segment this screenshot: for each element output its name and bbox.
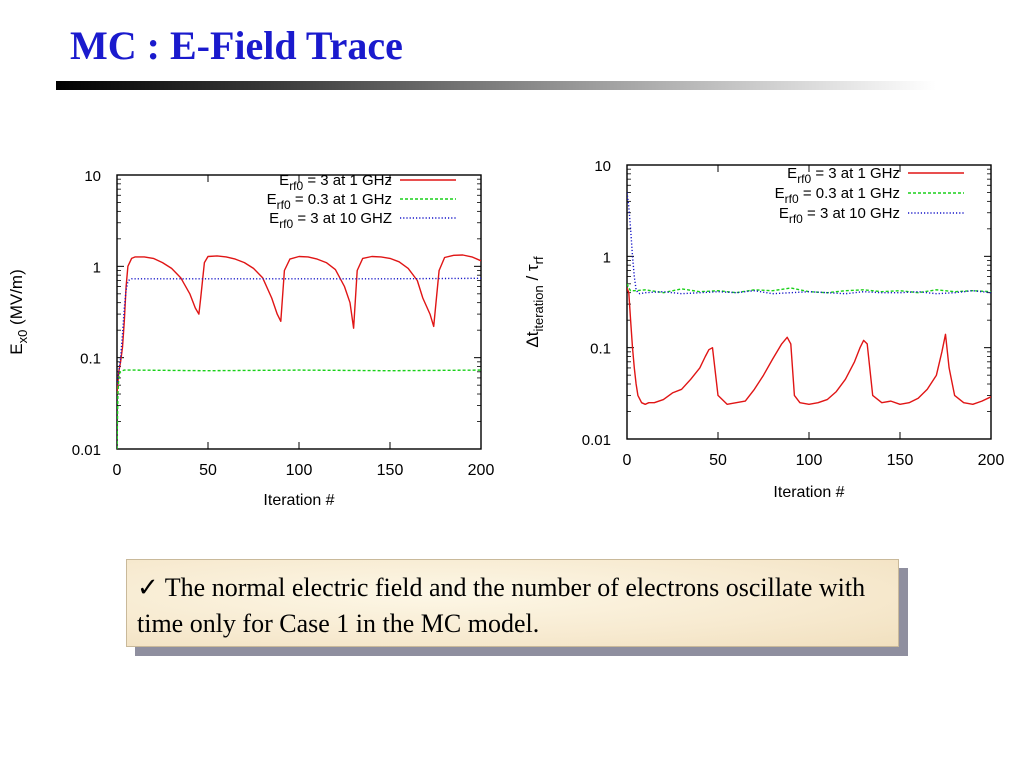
- legend-label-rest: = 3 at 10 GHz: [803, 205, 900, 222]
- y-axis-label-main: E: [7, 343, 26, 354]
- legend-label-2: Erf0 = 0.3 at 1 GHz: [775, 185, 900, 206]
- y-tick-label: 10: [594, 158, 611, 175]
- y-tick-label: 0.01: [72, 442, 101, 459]
- legend-label-rest: = 3 at 1 GHz: [811, 165, 900, 182]
- legend-label-main: E: [775, 185, 785, 202]
- x-tick-label: 50: [709, 452, 727, 469]
- legend-label-main: E: [787, 165, 797, 182]
- y-axis-label-rest: / τ: [523, 264, 542, 285]
- x-tick-label: 150: [377, 462, 404, 479]
- legend-label-rest: = 0.3 at 1 GHz: [799, 185, 900, 202]
- y-tick-label: 0.1: [80, 351, 101, 368]
- x-tick-label: 100: [796, 452, 823, 469]
- x-tick-label: 0: [113, 462, 122, 479]
- x-tick-label: 150: [887, 452, 914, 469]
- legend-label-main: E: [279, 172, 289, 189]
- y-axis-label: Ex0 (MV/m): [7, 269, 30, 355]
- legend-label-1: Erf0 = 3 at 1 GHz: [787, 165, 900, 186]
- legend-label-rest: = 3 at 10 GHZ: [293, 210, 392, 227]
- legend-label-1: Erf0 = 3 at 1 GHz: [279, 172, 392, 193]
- y-axis-label-main: Δt: [523, 331, 542, 347]
- legend-label-main: E: [267, 191, 277, 208]
- legend-label-sub: rf0: [785, 192, 799, 206]
- legend-label-rest: = 0.3 at 1 GHz: [291, 191, 392, 208]
- y-axis-label-sub2: rf: [531, 256, 546, 264]
- series-line-1: [627, 287, 991, 405]
- checkmark-icon: ✓: [137, 573, 159, 602]
- legend-label-main: E: [269, 210, 279, 227]
- x-tick-label: 0: [623, 452, 632, 469]
- y-tick-label: 0.01: [582, 432, 611, 449]
- y-tick-label: 1: [93, 259, 101, 276]
- series-line-3: [627, 192, 991, 295]
- note-text: The normal electric field and the number…: [137, 573, 866, 638]
- legend-label-2: Erf0 = 0.3 at 1 GHz: [267, 191, 392, 212]
- legend-label-3: Erf0 = 3 at 10 GHz: [779, 205, 900, 226]
- slide-title: MC : E-Field Trace: [70, 23, 403, 68]
- legend-label-3: Erf0 = 3 at 10 GHZ: [269, 210, 392, 231]
- y-tick-label: 10: [84, 168, 101, 185]
- legend-label-sub: rf0: [797, 172, 811, 186]
- y-axis-label: Δtiteration / τrf: [523, 256, 546, 348]
- x-tick-label: 100: [286, 462, 313, 479]
- series-line-2: [627, 283, 991, 294]
- legend-label-main: E: [779, 205, 789, 222]
- legend-label-rest: = 3 at 1 GHz: [303, 172, 392, 189]
- note-box: ✓ The normal electric field and the numbe…: [126, 559, 899, 647]
- x-tick-label: 50: [199, 462, 217, 479]
- x-tick-label: 200: [468, 462, 495, 479]
- y-tick-label: 1: [603, 249, 611, 266]
- title-underline-bar: [56, 81, 936, 90]
- y-tick-label: 0.1: [590, 341, 611, 358]
- x-axis-label: Iteration #: [263, 492, 334, 509]
- y-axis-label-rest: (MV/m): [7, 269, 26, 329]
- series-line-3: [117, 277, 481, 386]
- x-axis-label: Iteration #: [773, 484, 844, 501]
- legend-label-sub: rf0: [789, 212, 803, 226]
- x-tick-label: 200: [978, 452, 1005, 469]
- y-axis-label-sub: x0: [15, 330, 30, 344]
- legend-label-sub: rf0: [277, 198, 291, 212]
- legend-label-sub: rf0: [289, 179, 303, 193]
- series-line-2: [117, 369, 481, 449]
- legend-label-sub: rf0: [279, 217, 293, 231]
- series-line-1: [117, 254, 481, 395]
- y-axis-label-sub: iteration: [531, 285, 546, 331]
